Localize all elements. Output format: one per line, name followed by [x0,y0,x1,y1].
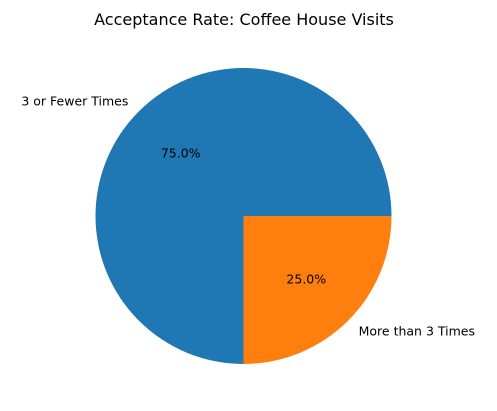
pie-slice-2 [243,216,392,364]
pie-slice-percent-label: 75.0% [161,146,201,161]
pie-slices [95,68,392,365]
pie-slice-1 [95,68,392,365]
pie-labels: 75.0% 3 or Fewer Times 25.0% More than 3 Ti… [21,93,475,338]
pie-slice-category-label: More than 3 Times [359,324,475,339]
chart-title: Acceptance Rate: Coffee House Visits [94,10,394,29]
pie-slice-percent-label: 25.0% [286,271,326,286]
pie-slice-category-label: 3 or Fewer Times [21,93,128,108]
